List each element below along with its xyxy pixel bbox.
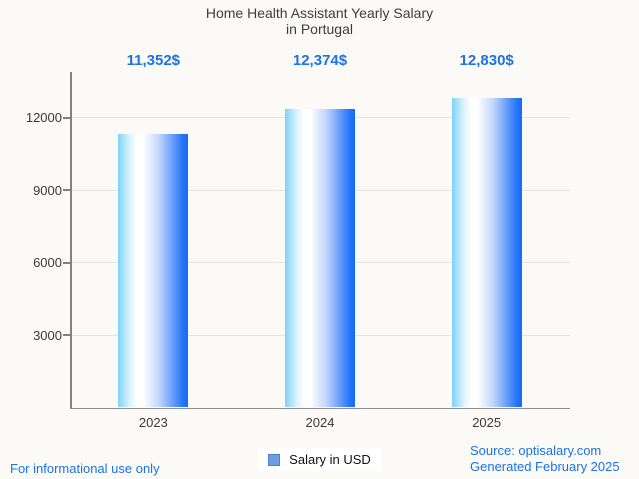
value-label-2023: 11,352$ xyxy=(126,52,181,69)
bar-2025 xyxy=(451,97,522,407)
source-note: Source: optisalary.com Generated Februar… xyxy=(470,443,620,475)
x-axis-label-2024: 2024 xyxy=(305,415,335,430)
x-axis-label-2023: 2023 xyxy=(138,415,168,430)
disclaimer-text: For informational use only xyxy=(10,461,160,476)
x-axis-line xyxy=(70,407,570,409)
value-label-2024: 12,374$ xyxy=(292,52,348,69)
y-axis-line xyxy=(70,72,72,409)
y-axis-label-12000: 12000 xyxy=(25,110,62,126)
y-tick-9000 xyxy=(63,189,70,192)
legend-swatch-icon xyxy=(268,453,281,466)
legend-label: Salary in USD xyxy=(289,452,371,467)
value-label-2025: 12,830$ xyxy=(459,52,514,69)
chart-title-line2: in Portugal xyxy=(286,21,353,37)
chart-title-line1: Home Health Assistant Yearly Salary xyxy=(205,5,434,21)
bar-2024 xyxy=(285,108,355,407)
y-axis-label-9000: 9000 xyxy=(33,182,62,198)
y-tick-6000 xyxy=(63,261,70,264)
bar-2023 xyxy=(118,133,189,407)
generated-line: Generated February 2025 xyxy=(470,459,620,474)
legend-item: Salary in USD xyxy=(258,448,381,471)
y-tick-12000 xyxy=(63,116,70,119)
y-axis-label-6000: 6000 xyxy=(33,255,62,271)
y-tick-3000 xyxy=(63,334,70,337)
x-axis-label-2025: 2025 xyxy=(472,415,502,430)
source-line: Source: optisalary.com xyxy=(470,443,602,458)
legend: Salary in USD xyxy=(0,448,639,471)
y-axis-label-3000: 3000 xyxy=(33,327,62,343)
chart-title: Home Health Assistant Yearly Salary in P… xyxy=(0,5,639,37)
